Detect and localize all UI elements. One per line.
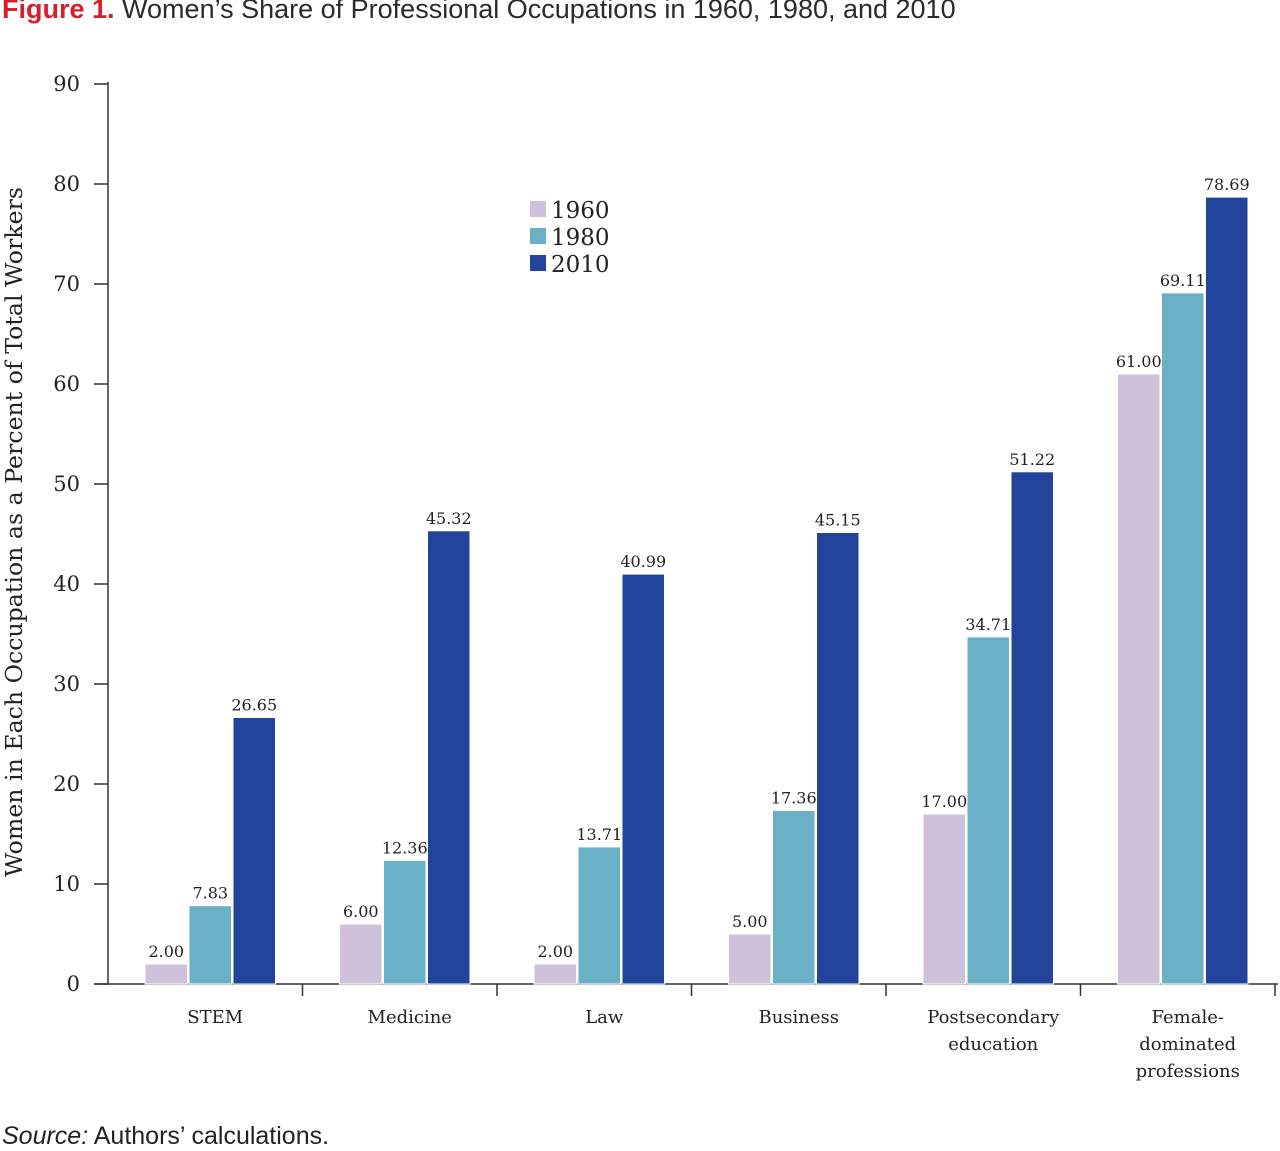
bar-2010 <box>1205 196 1249 985</box>
source-text: Authors’ calculations. <box>93 1122 330 1150</box>
bar-2010 <box>621 573 665 985</box>
data-label: 26.65 <box>231 696 277 715</box>
bar-1980 <box>966 636 1010 985</box>
bar-1960 <box>728 933 772 985</box>
source-label: Source: <box>2 1122 89 1150</box>
data-label: 5.00 <box>732 912 768 931</box>
figure-label: Figure 1. <box>2 0 115 24</box>
bar-1960 <box>144 963 188 985</box>
data-label: 69.11 <box>1160 271 1206 290</box>
data-label: 2.00 <box>537 942 573 961</box>
data-label: 17.36 <box>771 788 817 807</box>
data-label: 12.36 <box>382 838 428 857</box>
y-tick-label: 70 <box>53 272 80 296</box>
data-label: 13.71 <box>576 825 622 844</box>
legend-swatch-1980 <box>530 228 546 244</box>
legend-swatch-2010 <box>530 255 546 271</box>
data-label: 78.69 <box>1204 175 1250 194</box>
data-label: 17.00 <box>921 792 967 811</box>
y-tick-label: 20 <box>53 772 80 796</box>
y-tick-label: 0 <box>67 972 80 996</box>
data-label: 61.00 <box>1116 352 1162 371</box>
bar-2010 <box>1010 471 1054 985</box>
data-label: 45.32 <box>426 509 472 528</box>
y-tick-label: 50 <box>53 472 80 496</box>
y-tick-label: 60 <box>53 372 80 396</box>
figure-title: Figure 1. Women’s Share of Professional … <box>2 0 956 25</box>
legend-label-2010: 2010 <box>551 252 610 278</box>
y-axis-title: Women in Each Occupation as a Percent of… <box>2 187 28 877</box>
bar-1960 <box>533 963 577 985</box>
category-label: education <box>948 1034 1038 1055</box>
data-label: 40.99 <box>620 552 666 571</box>
data-label: 34.71 <box>965 615 1011 634</box>
figure-title-text: Women’s Share of Professional Occupation… <box>122 0 956 24</box>
bar-2010 <box>232 717 276 985</box>
bar-2010 <box>816 532 860 985</box>
category-label: dominated <box>1139 1034 1236 1055</box>
y-tick-label: 40 <box>53 572 80 596</box>
category-label: Female- <box>1152 1007 1224 1028</box>
source-note: Source: Authors’ calculations. <box>2 1122 329 1151</box>
bar-1960 <box>339 923 383 985</box>
y-tick-label: 80 <box>53 172 80 196</box>
data-label: 2.00 <box>148 942 184 961</box>
category-label: Law <box>585 1007 624 1028</box>
bar-2010 <box>427 530 471 985</box>
bar-1960 <box>1117 373 1161 985</box>
bar-1980 <box>772 809 816 985</box>
data-label: 51.22 <box>1009 450 1055 469</box>
bar-1980 <box>1161 292 1205 985</box>
category-label: STEM <box>187 1007 243 1028</box>
data-label: 45.15 <box>815 511 861 530</box>
legend-swatch-1960 <box>530 201 546 217</box>
bar-1980 <box>188 905 232 985</box>
y-tick-label: 10 <box>53 872 80 896</box>
category-label: professions <box>1136 1061 1240 1082</box>
bar-chart: 0 10 20 30 40 50 60 70 80 90 Women in Each Occupat… <box>2 72 1278 1082</box>
legend-label-1980: 1980 <box>551 225 610 251</box>
y-tick-label: 30 <box>53 672 80 696</box>
data-label: 6.00 <box>343 902 379 921</box>
y-tick-label: 90 <box>53 72 80 96</box>
legend-label-1960: 1960 <box>551 198 610 224</box>
bar-1980 <box>383 859 427 985</box>
bar-1960 <box>922 813 966 985</box>
category-label: Medicine <box>368 1007 452 1028</box>
category-label: Postsecondary <box>927 1007 1060 1028</box>
data-label: 7.83 <box>192 884 228 903</box>
category-label: Business <box>758 1007 839 1028</box>
bar-1980 <box>577 846 621 985</box>
